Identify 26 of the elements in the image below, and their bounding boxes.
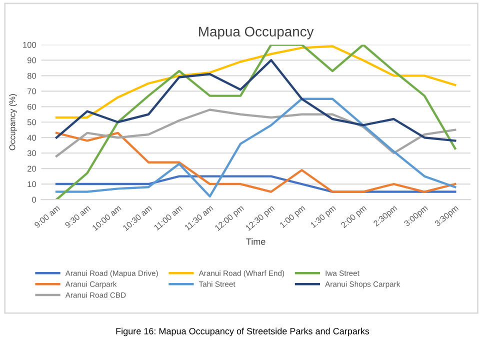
y-tick-label: 90 [27,57,36,64]
y-tick-label: 80 [27,72,36,79]
line-series [55,45,456,119]
y-tick-label: 60 [28,104,36,110]
line-series [55,59,456,142]
y-tick-label: 70 [28,88,36,94]
y-tick-label: 30 [27,150,36,156]
y-axis-title: Occupancy (%) [9,94,17,150]
y-tick-label: 10 [28,181,36,188]
chart-title: Mapua Occupancy [199,26,314,40]
x-tick-label: 9:00 am [34,204,60,228]
y-tick-label: 50 [27,119,36,126]
y-tick-label: 0 [32,196,36,203]
x-tick-label: 2:00 pm [340,204,368,230]
x-tick-label: 1:30 pm [310,204,338,230]
y-tick-label: 20 [28,166,36,172]
line-series [55,132,456,193]
x-tick-label: 1:00 pm [279,204,306,230]
y-tick-label: 100 [23,42,36,48]
line-series [55,44,456,200]
x-axis-title: Time [246,238,266,245]
caption: Figure 16: Mapua Occupancy of Streetside Parks and Carparks [116,328,370,336]
line-series [55,108,456,158]
y-tick-label: 40 [27,134,36,141]
x-tick-label: 9:30 am [64,204,91,228]
line-series [55,98,456,198]
